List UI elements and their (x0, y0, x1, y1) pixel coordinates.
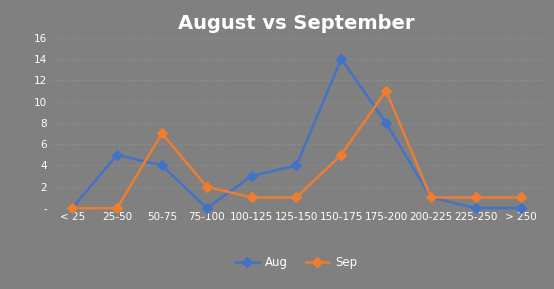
Sep (338, 153, 345, 157)
Legend: Aug, Sep: Aug, Sep (230, 251, 362, 274)
Aug (114, 153, 120, 157)
Sep (114, 206, 120, 210)
Aug (203, 206, 210, 210)
Sep (517, 196, 524, 199)
Aug (338, 57, 345, 61)
Sep (203, 185, 210, 188)
Aug (248, 174, 255, 178)
Title: August vs September: August vs September (178, 14, 414, 33)
Aug (383, 121, 389, 125)
Aug (517, 206, 524, 210)
Aug (158, 164, 165, 167)
Sep (428, 196, 434, 199)
Line: Sep: Sep (69, 87, 524, 212)
Line: Aug: Aug (69, 55, 524, 212)
Aug (293, 164, 300, 167)
Sep (293, 196, 300, 199)
Sep (158, 132, 165, 135)
Sep (383, 89, 389, 92)
Aug (473, 206, 479, 210)
Aug (69, 206, 75, 210)
Aug (428, 196, 434, 199)
Sep (69, 206, 75, 210)
Sep (473, 196, 479, 199)
Sep (248, 196, 255, 199)
